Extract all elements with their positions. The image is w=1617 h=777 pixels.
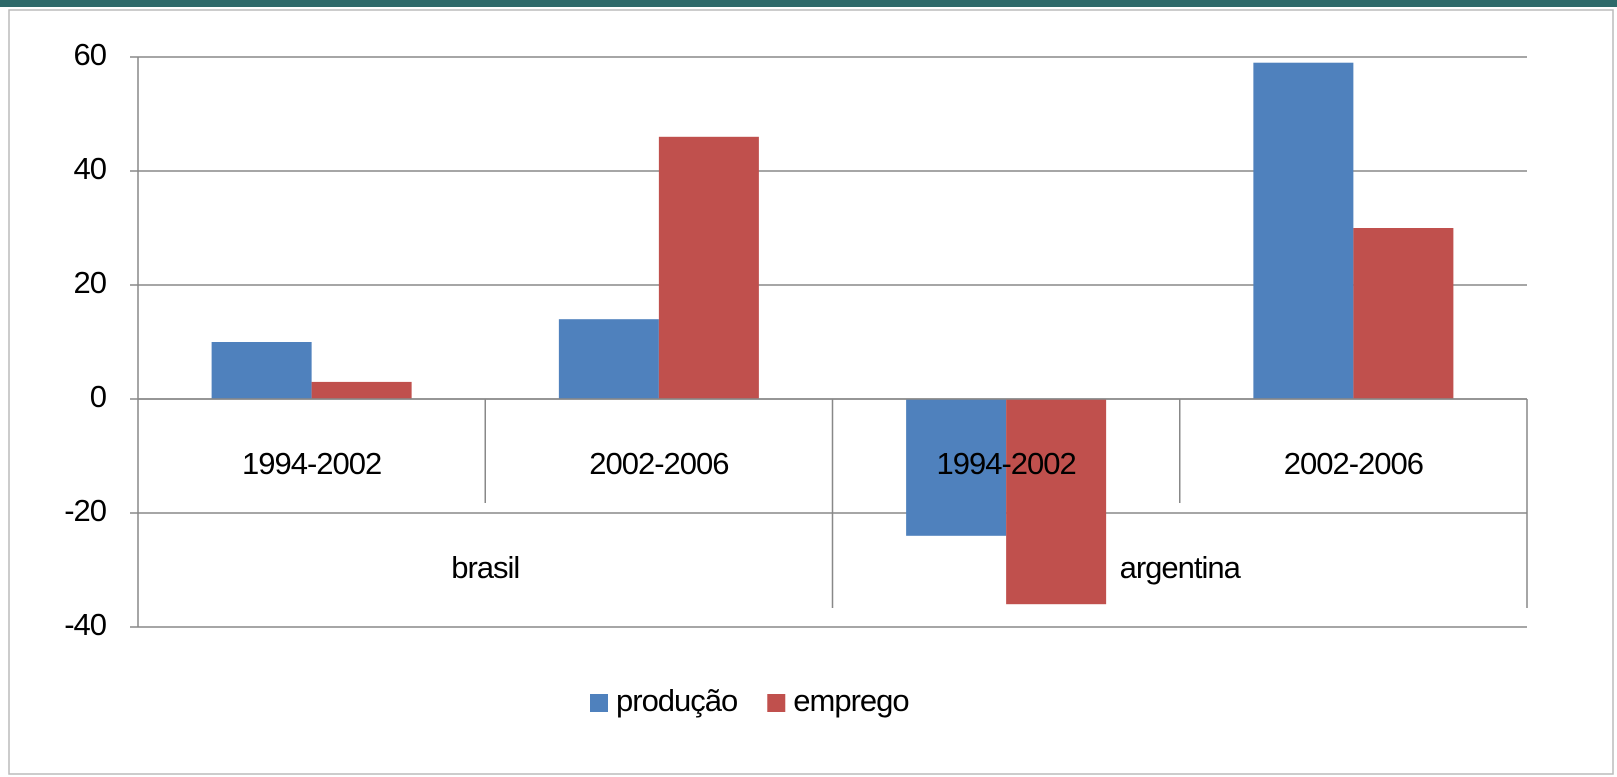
bar bbox=[311, 381, 412, 399]
bar bbox=[1353, 228, 1454, 399]
x-tick-label: 1994-2002 bbox=[242, 446, 381, 481]
group-label: argentina bbox=[1120, 550, 1242, 585]
legend-swatch bbox=[767, 694, 786, 712]
legend-swatch bbox=[590, 694, 608, 712]
bar bbox=[558, 319, 659, 399]
x-tick-label: 1994-2002 bbox=[937, 446, 1076, 481]
group-label: brasil bbox=[451, 550, 519, 585]
top-band bbox=[0, 0, 1617, 7]
legend-label: produção bbox=[616, 683, 737, 718]
y-tick-label: -20 bbox=[64, 493, 107, 528]
bar bbox=[211, 342, 312, 399]
y-tick-label: -40 bbox=[64, 607, 107, 642]
y-tick-label: 60 bbox=[74, 37, 107, 72]
bar bbox=[1006, 399, 1107, 605]
bar bbox=[658, 136, 759, 400]
bar bbox=[906, 399, 1007, 536]
y-tick-label: 0 bbox=[90, 379, 107, 414]
y-tick-label: 20 bbox=[74, 265, 107, 300]
bar bbox=[1253, 62, 1354, 399]
legend-label: emprego bbox=[793, 683, 908, 718]
x-tick-label: 2002-2006 bbox=[589, 446, 728, 481]
y-tick-label: 40 bbox=[74, 151, 107, 186]
x-tick-label: 2002-2006 bbox=[1284, 446, 1423, 481]
